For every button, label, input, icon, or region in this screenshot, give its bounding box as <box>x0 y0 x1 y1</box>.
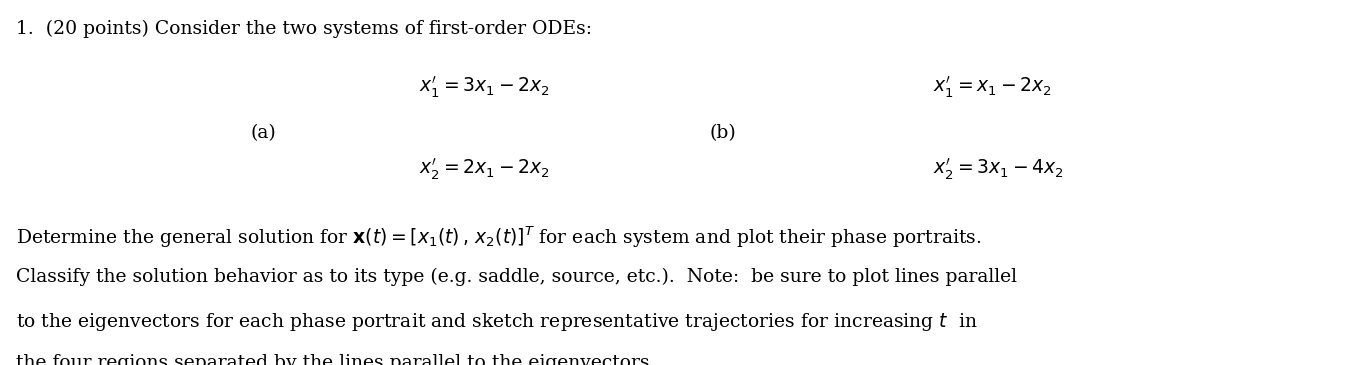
Text: to the eigenvectors for each phase portrait and sketch representative trajectori: to the eigenvectors for each phase portr… <box>16 311 977 333</box>
Text: Classify the solution behavior as to its type (e.g. saddle, source, etc.).  Note: Classify the solution behavior as to its… <box>16 268 1017 286</box>
Text: the four regions separated by the lines parallel to the eigenvectors.: the four regions separated by the lines … <box>16 354 656 365</box>
Text: $x_2' = 2x_1 - 2x_2$: $x_2' = 2x_1 - 2x_2$ <box>419 157 550 182</box>
Text: $x_2' = 3x_1 - 4x_2$: $x_2' = 3x_1 - 4x_2$ <box>933 157 1064 182</box>
Text: 1.  (20 points) Consider the two systems of first-order ODEs:: 1. (20 points) Consider the two systems … <box>16 20 592 38</box>
Text: $x_1' = x_1 - 2x_2$: $x_1' = x_1 - 2x_2$ <box>933 75 1052 100</box>
Text: $x_1' = 3x_1 - 2x_2$: $x_1' = 3x_1 - 2x_2$ <box>419 75 550 100</box>
Text: (b): (b) <box>710 124 737 142</box>
Text: Determine the general solution for $\mathbf{x}(t) = [x_1(t)\,,\, x_2(t)]^T$ for : Determine the general solution for $\mat… <box>16 224 982 250</box>
Text: (a): (a) <box>250 124 277 142</box>
